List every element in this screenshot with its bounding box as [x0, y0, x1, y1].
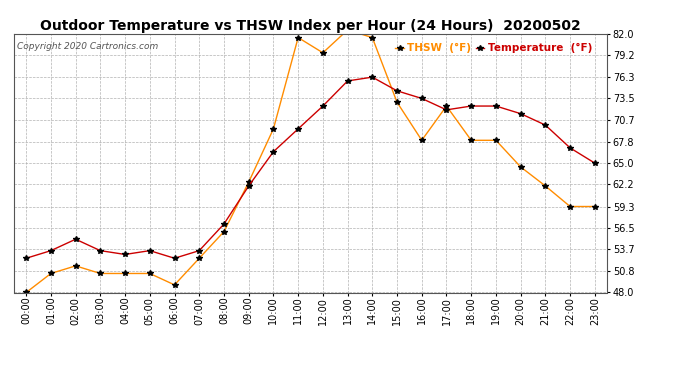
- Temperature  (°F): [541, 123, 549, 128]
- THSW  (°F): [47, 271, 55, 276]
- Temperature  (°F): [244, 184, 253, 188]
- Temperature  (°F): [344, 79, 352, 83]
- Temperature  (°F): [170, 256, 179, 261]
- THSW  (°F): [96, 271, 104, 276]
- THSW  (°F): [517, 165, 525, 169]
- THSW  (°F): [220, 230, 228, 234]
- Temperature  (°F): [319, 104, 327, 108]
- Temperature  (°F): [294, 127, 302, 131]
- Temperature  (°F): [368, 75, 377, 80]
- THSW  (°F): [492, 138, 500, 142]
- Temperature  (°F): [417, 96, 426, 101]
- THSW  (°F): [269, 127, 277, 131]
- THSW  (°F): [244, 180, 253, 184]
- Temperature  (°F): [220, 222, 228, 226]
- THSW  (°F): [417, 138, 426, 142]
- THSW  (°F): [195, 256, 204, 261]
- Temperature  (°F): [146, 248, 154, 253]
- Temperature  (°F): [517, 111, 525, 116]
- Temperature  (°F): [442, 108, 451, 112]
- THSW  (°F): [22, 290, 30, 295]
- Temperature  (°F): [96, 248, 104, 253]
- Temperature  (°F): [269, 150, 277, 154]
- Temperature  (°F): [393, 88, 401, 93]
- THSW  (°F): [319, 51, 327, 55]
- THSW  (°F): [591, 204, 599, 209]
- THSW  (°F): [121, 271, 129, 276]
- Legend: THSW  (°F), Temperature  (°F): THSW (°F), Temperature (°F): [391, 39, 596, 57]
- Temperature  (°F): [195, 248, 204, 253]
- THSW  (°F): [467, 138, 475, 142]
- Temperature  (°F): [47, 248, 55, 253]
- Temperature  (°F): [72, 237, 80, 242]
- THSW  (°F): [170, 283, 179, 287]
- THSW  (°F): [368, 35, 377, 40]
- Line: THSW  (°F): THSW (°F): [23, 27, 598, 295]
- Temperature  (°F): [566, 146, 574, 150]
- Temperature  (°F): [492, 104, 500, 108]
- Line: Temperature  (°F): Temperature (°F): [23, 74, 598, 261]
- THSW  (°F): [442, 104, 451, 108]
- THSW  (°F): [393, 100, 401, 105]
- Temperature  (°F): [467, 104, 475, 108]
- THSW  (°F): [294, 35, 302, 40]
- THSW  (°F): [566, 204, 574, 209]
- Temperature  (°F): [22, 256, 30, 261]
- THSW  (°F): [541, 184, 549, 188]
- THSW  (°F): [72, 264, 80, 268]
- Text: Copyright 2020 Cartronics.com: Copyright 2020 Cartronics.com: [17, 42, 158, 51]
- Title: Outdoor Temperature vs THSW Index per Hour (24 Hours)  20200502: Outdoor Temperature vs THSW Index per Ho…: [40, 19, 581, 33]
- THSW  (°F): [344, 28, 352, 32]
- THSW  (°F): [146, 271, 154, 276]
- Temperature  (°F): [591, 161, 599, 165]
- Temperature  (°F): [121, 252, 129, 257]
